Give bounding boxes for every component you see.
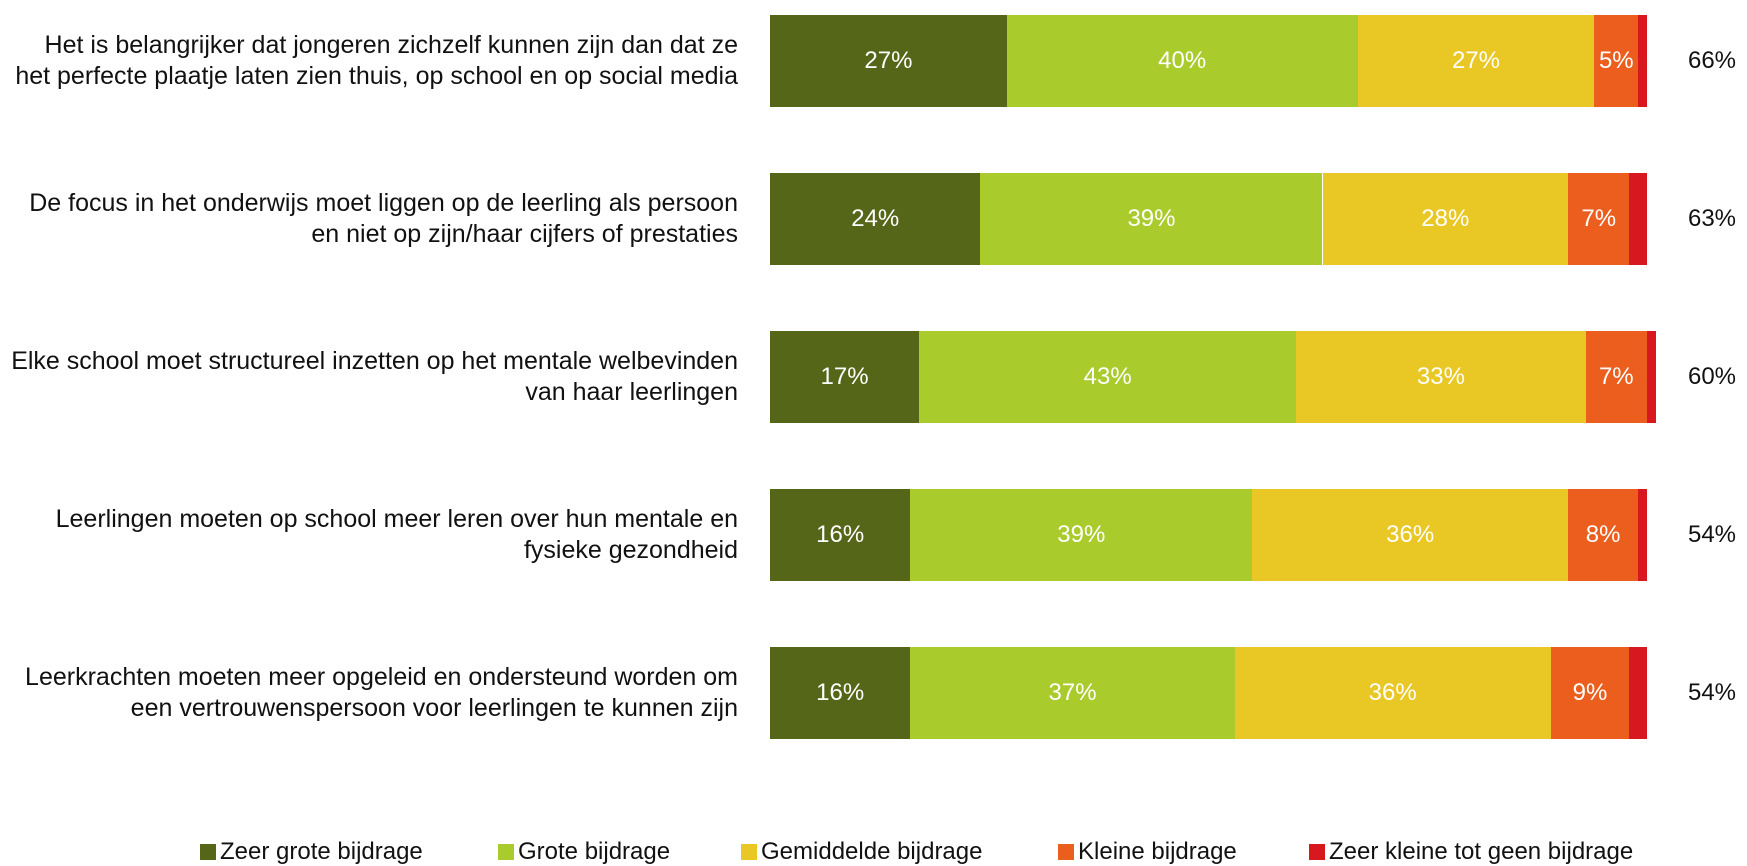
data-label: 16% <box>816 679 865 706</box>
bar-segment <box>910 489 1253 581</box>
bar-segment <box>1322 173 1569 265</box>
data-label: 40% <box>1158 47 1207 74</box>
data-label: 39% <box>1127 205 1176 232</box>
data-label: 16% <box>816 521 865 548</box>
legend-swatch <box>1058 844 1074 860</box>
category-label: Leerkrachten moeten meer opgeleid en ond… <box>25 663 738 722</box>
legend-label: Kleine bijdrage <box>1078 838 1237 865</box>
data-label: 7% <box>1581 205 1617 232</box>
legend-swatch <box>498 844 514 860</box>
bar-segment <box>1585 331 1647 423</box>
bar-segment <box>1647 331 1656 423</box>
bar-segment <box>919 331 1297 423</box>
data-label: 33% <box>1416 363 1465 390</box>
bar-segment <box>1594 15 1639 107</box>
bar-segment <box>770 331 920 423</box>
data-label: 7% <box>1598 363 1634 390</box>
bar-segment <box>770 489 911 581</box>
data-label: 27% <box>1451 47 1501 74</box>
legend-label: Grote bijdrage <box>518 838 671 865</box>
category-label: Het is belangrijker dat jongeren zichzel… <box>15 31 738 90</box>
data-label: 36% <box>1368 679 1417 706</box>
bar-segment <box>980 173 1323 265</box>
total-label: 60% <box>1687 363 1737 390</box>
bar-segment <box>1638 489 1647 581</box>
total-label: 54% <box>1687 679 1737 706</box>
bar-segment <box>1357 15 1595 107</box>
bar-segment <box>1629 173 1647 265</box>
legend-swatch <box>1309 844 1325 860</box>
data-label: 17% <box>820 363 869 390</box>
bar-segment <box>1234 647 1551 739</box>
category-label: Elke school moet structureel inzetten op… <box>11 347 738 406</box>
bar-segment <box>1296 331 1586 423</box>
legend-item: Zeer grote bijdrage <box>200 838 423 866</box>
bar-segment <box>1629 647 1647 739</box>
data-label: 8% <box>1585 521 1621 548</box>
data-label: 37% <box>1048 679 1097 706</box>
legend-label: Zeer grote bijdrage <box>220 838 423 865</box>
bar-segment <box>1550 647 1630 739</box>
bar-segment <box>1006 15 1358 107</box>
total-label: 63% <box>1687 205 1737 232</box>
data-label: 24% <box>851 205 900 232</box>
bar-segment <box>1568 173 1630 265</box>
bar-segment <box>770 15 1007 107</box>
category-label: De focus in het onderwijs moet liggen op… <box>29 189 738 248</box>
data-label: 39% <box>1057 521 1106 548</box>
legend-label: Zeer kleine tot geen bijdrage <box>1329 838 1634 865</box>
data-label: 9% <box>1572 679 1608 706</box>
data-label: 27% <box>864 47 913 74</box>
bar-segment <box>1638 15 1647 107</box>
bar-segment <box>1568 489 1639 581</box>
legend-swatch <box>200 844 216 860</box>
data-label: 36% <box>1386 521 1435 548</box>
bar-segment <box>1252 489 1569 581</box>
data-label: 43% <box>1083 363 1132 390</box>
bar-segment <box>770 173 981 265</box>
total-label: 54% <box>1687 521 1737 548</box>
category-label: Leerlingen moeten op school meer leren o… <box>55 505 738 564</box>
bar-segment <box>770 647 911 739</box>
legend-label: Gemiddelde bijdrage <box>761 838 983 865</box>
data-label: 5% <box>1598 47 1634 74</box>
legend-item: Kleine bijdrage <box>1058 838 1237 866</box>
legend-item: Grote bijdrage <box>498 838 670 866</box>
legend-swatch <box>741 844 757 860</box>
legend-item: Gemiddelde bijdrage <box>741 838 982 866</box>
total-label: 66% <box>1687 47 1737 74</box>
legend-item: Zeer kleine tot geen bijdrage <box>1309 838 1633 866</box>
bar-segment <box>910 647 1235 739</box>
data-label: 28% <box>1421 205 1470 232</box>
